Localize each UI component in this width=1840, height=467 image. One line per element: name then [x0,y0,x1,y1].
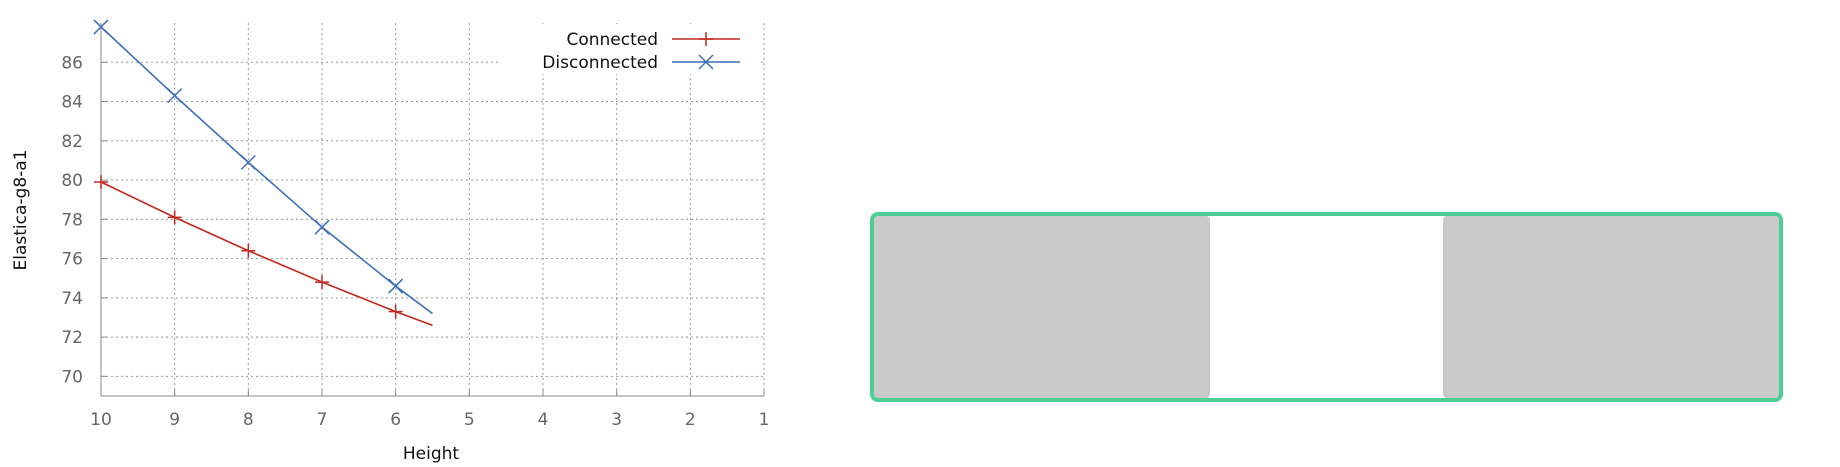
data-point-disconnected [240,154,256,170]
chart-series [93,19,433,327]
legend-marker-connected [699,32,713,46]
y-tick-label: 80 [61,171,83,191]
data-point-connected [388,304,403,319]
right-gray-block [1443,216,1779,398]
legend-swatches [672,32,740,70]
data-point-disconnected [388,278,404,294]
series-line-disconnected [100,26,433,315]
chart-grid [100,23,765,396]
y-tick-label: 76 [61,250,83,270]
chart-axes [100,23,764,397]
x-tick-labels: 10 9 8 7 6 5 4 3 2 1 [90,410,769,430]
y-tick-labels: 70 72 74 76 78 80 82 84 86 [61,53,83,387]
x-tick-label: 1 [759,410,770,430]
left-gray-block [874,216,1210,398]
legend-label-disconnected: Disconnected [542,53,658,73]
x-tick-label: 8 [243,410,254,430]
legend-label-connected: Connected [566,30,658,50]
chart-legend: Connected Disconnected [498,24,760,74]
x-tick-label: 7 [317,410,328,430]
y-tick-label: 74 [61,289,83,309]
data-point-connected [167,210,182,225]
legend-marker-disconnected [698,54,714,70]
data-point-connected [315,275,329,290]
x-axis-title: Height [403,444,460,464]
x-tick-label: 2 [685,410,696,430]
x-tick-label: 4 [538,410,549,430]
x-tick-label: 10 [90,410,112,430]
data-point-connected [94,175,108,190]
x-tick-label: 6 [390,410,401,430]
x-tick-label: 9 [169,410,180,430]
data-point-disconnected [314,219,330,235]
data-point-disconnected [93,19,109,35]
y-tick-label: 86 [61,53,83,73]
series-line-connected [100,181,433,327]
legend-background [498,24,760,74]
y-tick-label: 82 [61,132,83,152]
y-axis-title: Elastica-g8-a1 [11,149,31,270]
y-tick-label: 70 [61,367,83,387]
y-tick-label: 84 [61,93,83,113]
x-tick-label: 5 [464,410,475,430]
data-point-disconnected [167,88,183,104]
green-frame-diagram [870,212,1783,402]
y-tick-label: 78 [61,210,83,230]
y-tick-label: 72 [61,328,83,348]
data-point-connected [241,243,256,258]
x-tick-label: 3 [611,410,622,430]
